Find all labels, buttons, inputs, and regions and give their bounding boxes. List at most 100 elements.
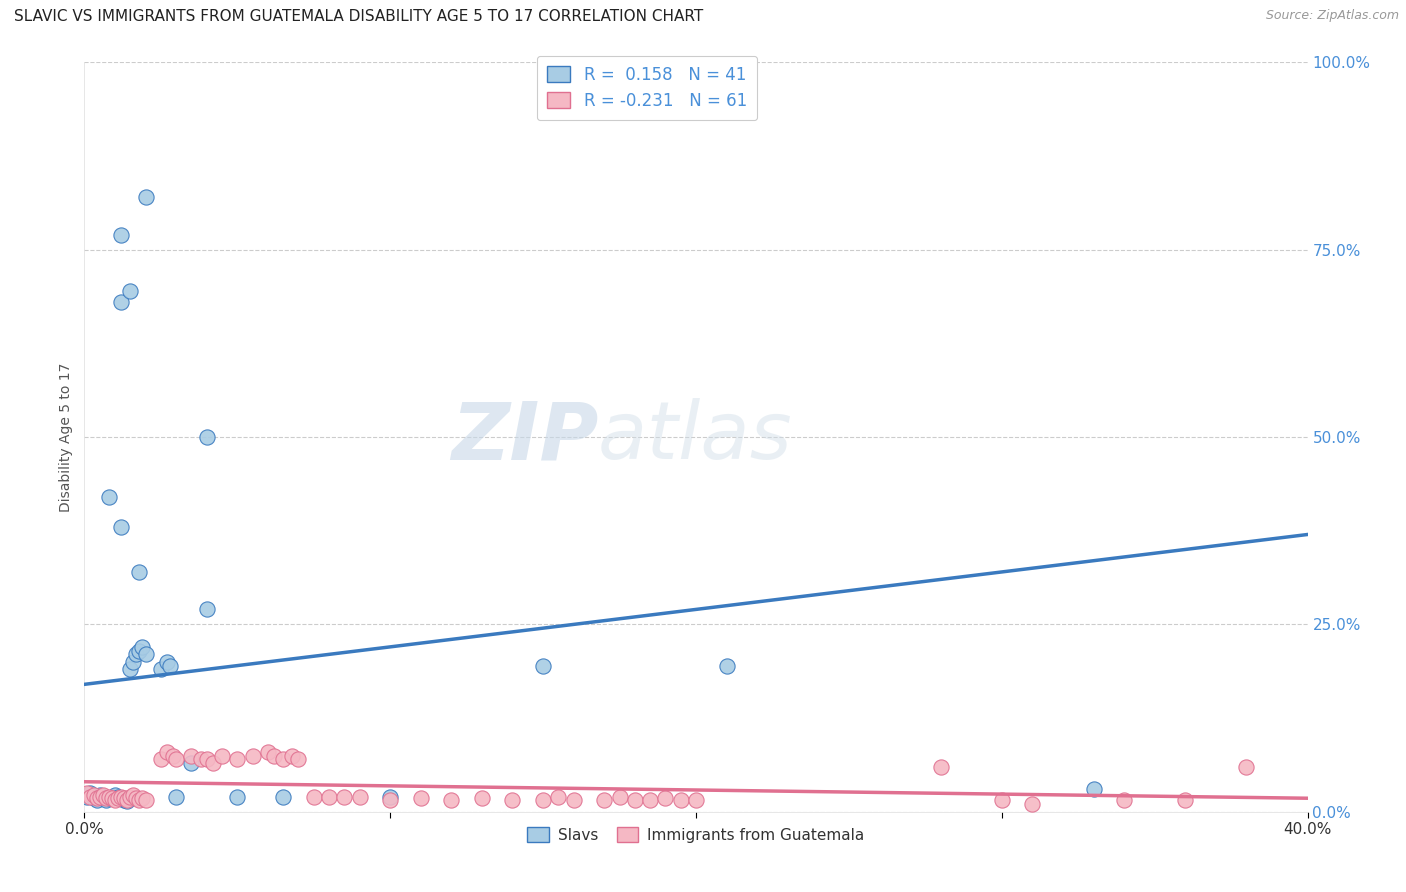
- Point: [94, 791, 117, 805]
- Point: [101, 791, 124, 805]
- Point: [104, 789, 127, 803]
- Point: [110, 295, 132, 310]
- Point: [318, 789, 340, 804]
- Point: [201, 756, 224, 770]
- Point: [135, 793, 157, 807]
- Point: [180, 756, 202, 770]
- Point: [149, 752, 172, 766]
- Point: [263, 748, 285, 763]
- Text: SLAVIC VS IMMIGRANTS FROM GUATEMALA DISABILITY AGE 5 TO 17 CORRELATION CHART: SLAVIC VS IMMIGRANTS FROM GUATEMALA DISA…: [14, 9, 703, 24]
- Point: [440, 793, 463, 807]
- Point: [125, 791, 148, 805]
- Point: [165, 789, 187, 804]
- Point: [110, 520, 132, 534]
- Point: [89, 789, 111, 803]
- Point: [409, 791, 432, 805]
- Point: [110, 789, 132, 804]
- Point: [128, 565, 150, 579]
- Point: [349, 789, 371, 804]
- Point: [122, 789, 145, 803]
- Point: [638, 793, 661, 807]
- Point: [115, 794, 138, 808]
- Point: [110, 227, 132, 242]
- Point: [112, 791, 135, 805]
- Point: [120, 662, 142, 676]
- Point: [257, 745, 280, 759]
- Point: [654, 791, 676, 805]
- Point: [128, 643, 150, 657]
- Point: [79, 786, 101, 800]
- Point: [97, 490, 120, 504]
- Point: [1021, 797, 1043, 812]
- Point: [83, 789, 105, 803]
- Point: [562, 793, 585, 807]
- Text: atlas: atlas: [598, 398, 793, 476]
- Point: [380, 793, 402, 807]
- Point: [86, 791, 108, 805]
- Point: [112, 793, 135, 807]
- Point: [91, 789, 114, 803]
- Point: [156, 655, 179, 669]
- Point: [669, 793, 692, 807]
- Point: [76, 786, 98, 800]
- Point: [97, 789, 120, 804]
- Point: [716, 658, 738, 673]
- Text: Source: ZipAtlas.com: Source: ZipAtlas.com: [1265, 9, 1399, 22]
- Point: [991, 793, 1014, 807]
- Point: [165, 752, 187, 766]
- Point: [226, 789, 249, 804]
- Point: [1083, 782, 1105, 797]
- Point: [242, 748, 264, 763]
- Point: [190, 752, 212, 766]
- Point: [281, 748, 304, 763]
- Point: [107, 791, 129, 805]
- Point: [131, 791, 153, 805]
- Point: [83, 791, 105, 805]
- Point: [115, 793, 138, 807]
- Point: [380, 789, 402, 804]
- Point: [104, 793, 127, 807]
- Point: [89, 789, 111, 804]
- Point: [149, 662, 172, 676]
- Legend: Slavs, Immigrants from Guatemala: Slavs, Immigrants from Guatemala: [522, 822, 870, 849]
- Point: [91, 791, 114, 805]
- Point: [531, 658, 554, 673]
- Point: [287, 752, 309, 766]
- Point: [79, 789, 101, 804]
- Point: [609, 789, 631, 804]
- Point: [86, 793, 108, 807]
- Point: [97, 791, 120, 805]
- Point: [94, 793, 117, 807]
- Point: [110, 791, 132, 805]
- Point: [135, 190, 157, 204]
- Point: [125, 648, 148, 662]
- Point: [135, 648, 157, 662]
- Point: [195, 752, 218, 766]
- Point: [1174, 793, 1197, 807]
- Point: [1236, 760, 1258, 774]
- Point: [128, 793, 150, 807]
- Point: [156, 745, 179, 759]
- Point: [226, 752, 249, 766]
- Point: [101, 789, 124, 804]
- Point: [131, 640, 153, 654]
- Point: [333, 789, 356, 804]
- Point: [211, 748, 233, 763]
- Point: [624, 793, 647, 807]
- Point: [547, 789, 569, 804]
- Point: [122, 655, 145, 669]
- Point: [502, 793, 524, 807]
- Point: [531, 793, 554, 807]
- Point: [271, 752, 294, 766]
- Point: [89, 789, 111, 804]
- Point: [107, 789, 129, 804]
- Point: [471, 791, 494, 805]
- Point: [685, 793, 707, 807]
- Point: [271, 789, 294, 804]
- Point: [195, 602, 218, 616]
- Point: [302, 789, 325, 804]
- Point: [159, 658, 181, 673]
- Point: [76, 789, 98, 804]
- Point: [180, 748, 202, 763]
- Y-axis label: Disability Age 5 to 17: Disability Age 5 to 17: [59, 362, 73, 512]
